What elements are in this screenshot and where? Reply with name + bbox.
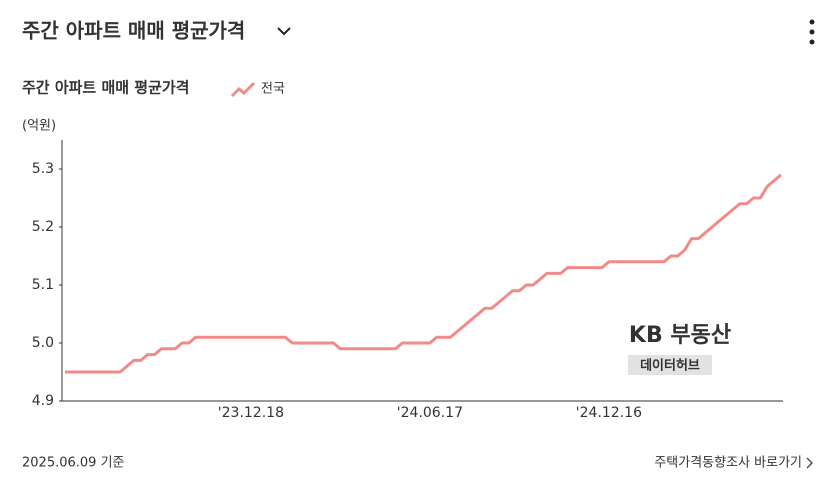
dropdown-chevron[interactable] [277, 27, 291, 36]
footer-link[interactable]: 주택가격동향조사 바로가기 [654, 456, 813, 471]
legend-icon [230, 81, 256, 98]
y-tick-label: 5.3 [32, 161, 54, 177]
y-tick-label: 4.9 [32, 393, 54, 409]
y-tick-label: 5.2 [32, 219, 54, 235]
y-tick-label: 5.1 [32, 277, 54, 293]
widget-title: 주간 아파트 매매 평균가격 [22, 19, 245, 43]
x-tick-label: '23.12.18 [218, 405, 284, 421]
watermark-brand: KB 부동산 [629, 323, 731, 348]
legend-label: 전국 [261, 82, 285, 97]
footer-date: 2025.06.09 기준 [22, 456, 125, 471]
footer-link-text[interactable]: 주택가격동향조사 바로가기 [654, 456, 802, 471]
x-tick-label: '24.12.16 [576, 405, 642, 421]
x-tick-label: '24.06.17 [397, 405, 463, 421]
data-line [65, 173, 782, 374]
watermark-sub: 데이터허브 [640, 358, 700, 374]
y-tick-label: 5.0 [32, 335, 54, 351]
more-menu[interactable] [809, 19, 815, 45]
y-unit: (억원) [22, 119, 56, 134]
watermark-box [628, 355, 712, 375]
chart-title: 주간 아파트 매매 평균가격 [22, 79, 189, 97]
